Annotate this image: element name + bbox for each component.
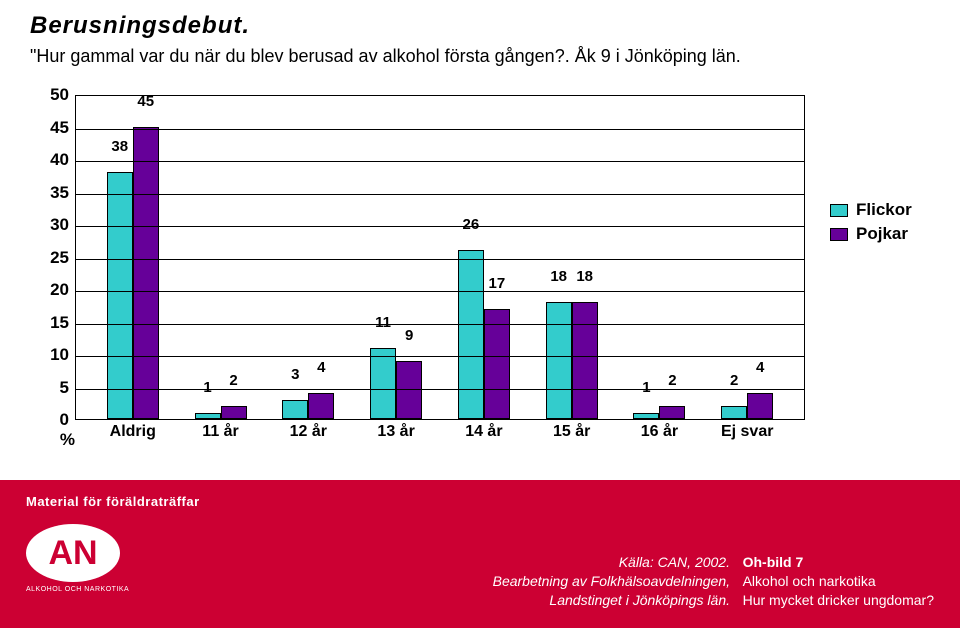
gridline xyxy=(76,356,804,357)
material-line: Material för föräldraträffar xyxy=(26,494,200,509)
bar-value-label: 18 xyxy=(546,268,572,285)
y-tick: 30 xyxy=(20,215,69,235)
gridline xyxy=(76,291,804,292)
y-tick: 45 xyxy=(20,118,69,138)
bar-group: 34 xyxy=(279,96,339,419)
bar-value-label: 2 xyxy=(221,372,247,389)
footer-band: Material för föräldraträffar AN ALKOHOL … xyxy=(0,480,960,628)
title-main: Berusningsdebut. xyxy=(30,12,741,40)
legend-label: Pojkar xyxy=(856,224,908,244)
bar xyxy=(308,393,334,419)
credit-line: Landstinget i Jönköpings län. xyxy=(493,591,730,610)
y-axis: 05101520253035404550 xyxy=(20,95,75,420)
y-axis-unit: % xyxy=(20,430,75,468)
legend-swatch xyxy=(830,204,848,217)
gridline xyxy=(76,324,804,325)
bar-value-label: 1 xyxy=(633,379,659,396)
y-tick: 25 xyxy=(20,248,69,268)
bar-value-label: 4 xyxy=(308,359,334,376)
bar-group: 119 xyxy=(367,96,427,419)
bar xyxy=(484,309,510,420)
credits: Källa: CAN, 2002. Bearbetning av Folkhäl… xyxy=(493,553,730,610)
bar xyxy=(458,250,484,419)
bar-value-label: 18 xyxy=(572,268,598,285)
gridline xyxy=(76,389,804,390)
bar xyxy=(546,302,572,419)
bar-groups: 38451234119261718181224 xyxy=(76,96,804,419)
y-tick: 50 xyxy=(20,85,69,105)
title-block: Berusningsdebut. "Hur gammal var du när … xyxy=(30,12,741,67)
y-tick: 5 xyxy=(20,378,69,398)
an-badge-small: ALKOHOL OCH NARKOTIKA xyxy=(26,586,129,593)
bar xyxy=(133,127,159,420)
gridline xyxy=(76,259,804,260)
bar-value-label: 3 xyxy=(282,366,308,383)
x-tick-label: 12 år xyxy=(263,423,353,441)
bar-group: 38 45 xyxy=(104,96,164,419)
bar xyxy=(633,413,659,420)
bar-value-label: 9 xyxy=(396,327,422,344)
bar xyxy=(721,406,747,419)
x-tick-label: 13 år xyxy=(351,423,441,441)
oh-line: Alkohol och narkotika xyxy=(743,572,934,591)
gridline xyxy=(76,194,804,195)
oh-block: Oh-bild 7 Alkohol och narkotika Hur myck… xyxy=(743,553,934,610)
an-badge: AN ALKOHOL OCH NARKOTIKA xyxy=(26,524,129,593)
oh-heading: Oh-bild 7 xyxy=(743,553,934,572)
credit-line: Källa: CAN, 2002. xyxy=(493,553,730,572)
bar-group: 26 17 xyxy=(455,96,515,419)
plot-area: 38451234119261718181224 xyxy=(75,95,805,420)
bar-value-label: 2 xyxy=(721,372,747,389)
bar-value-label: 17 xyxy=(484,275,510,292)
bar xyxy=(370,348,396,420)
bar-group: 24 xyxy=(718,96,778,419)
bar-value-label: 26 xyxy=(458,216,484,233)
gridline xyxy=(76,226,804,227)
bar xyxy=(195,413,221,420)
legend-item: Flickor xyxy=(830,200,940,220)
legend: Flickor Pojkar xyxy=(830,200,940,248)
bar-value-label: 4 xyxy=(747,359,773,376)
bar-value-label: 2 xyxy=(659,372,685,389)
bar-value-label: 45 xyxy=(133,93,159,110)
legend-item: Pojkar xyxy=(830,224,940,244)
x-tick-label: 14 år xyxy=(439,423,529,441)
gridline xyxy=(76,129,804,130)
credit-line: Bearbetning av Folkhälsoavdelningen, xyxy=(493,572,730,591)
x-tick-label: Aldrig xyxy=(88,423,178,441)
legend-swatch xyxy=(830,228,848,241)
y-tick: 20 xyxy=(20,280,69,300)
y-tick: 40 xyxy=(20,150,69,170)
bar-value-label: 1 xyxy=(195,379,221,396)
an-badge-big: AN xyxy=(26,524,120,582)
bar-value-label: 38 xyxy=(107,138,133,155)
bar-group: 1818 xyxy=(543,96,603,419)
title-sub: "Hur gammal var du när du blev berusad a… xyxy=(30,46,741,67)
gridline xyxy=(76,161,804,162)
bar xyxy=(282,400,308,420)
bar xyxy=(396,361,422,420)
chart: 05101520253035404550 % 38451234119261718… xyxy=(20,95,940,440)
legend-label: Flickor xyxy=(856,200,912,220)
bar-group: 12 xyxy=(630,96,690,419)
x-tick-label: 11 år xyxy=(176,423,266,441)
y-tick: 15 xyxy=(20,313,69,333)
y-tick: 0 xyxy=(20,410,69,430)
y-tick: 10 xyxy=(20,345,69,365)
bar xyxy=(572,302,598,419)
x-tick-label: 16 år xyxy=(614,423,704,441)
bar-group: 12 xyxy=(192,96,252,419)
oh-line: Hur mycket dricker ungdomar? xyxy=(743,591,934,610)
y-tick: 35 xyxy=(20,183,69,203)
bar xyxy=(221,406,247,419)
bar xyxy=(747,393,773,419)
x-tick-label: 15 år xyxy=(527,423,617,441)
bar-value-label: 11 xyxy=(370,314,396,331)
bar xyxy=(659,406,685,419)
x-tick-label: Ej svar xyxy=(702,423,792,441)
bar xyxy=(107,172,133,419)
